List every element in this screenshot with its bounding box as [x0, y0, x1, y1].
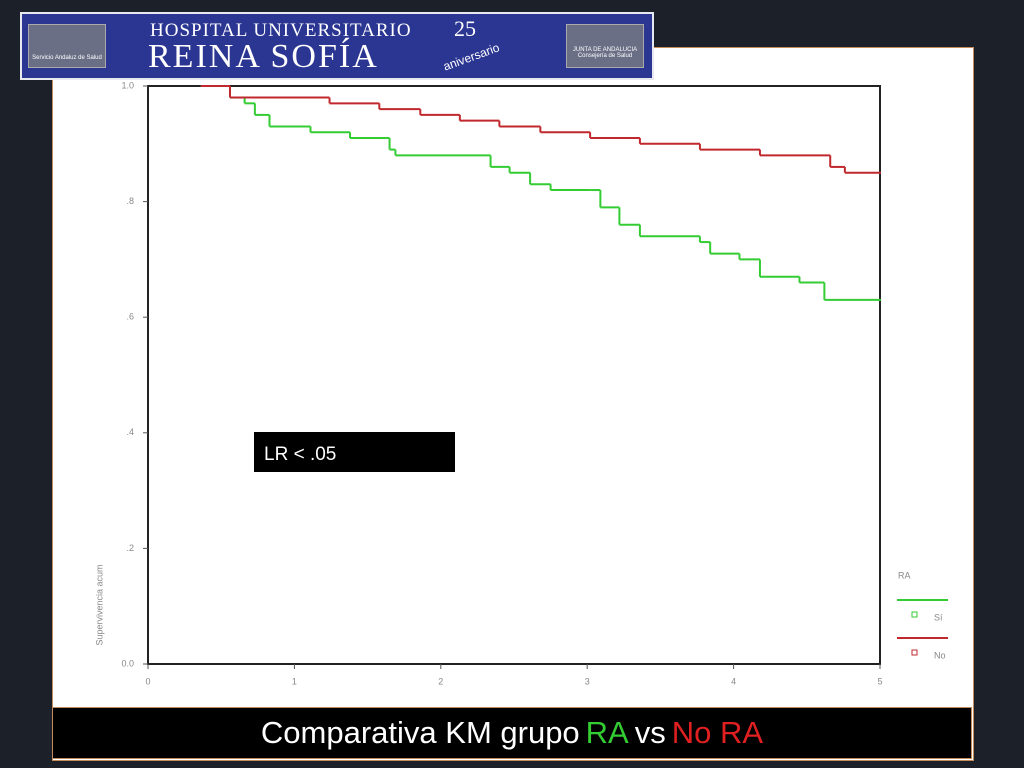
right-logo-top: JUNTA DE ANDALUCIA	[572, 47, 638, 53]
chart-panel	[52, 47, 974, 761]
header-line2: REINA SOFÍA	[148, 38, 379, 75]
badge-text: aniversario	[441, 40, 502, 74]
right-logo: JUNTA DE ANDALUCIA Consejería de Salud	[566, 24, 644, 68]
title-part: vs	[634, 715, 666, 750]
plot-frame	[147, 85, 881, 665]
legend-label: No	[934, 650, 946, 660]
x-tick-label: 5	[877, 676, 882, 686]
y-tick-label: .8	[126, 196, 134, 206]
y-tick-label: 1.0	[121, 80, 134, 90]
legend-title: RA	[898, 570, 911, 580]
left-logo: Servicio Andaluz de Salud	[28, 24, 106, 68]
annotation: LR < .05	[264, 444, 336, 465]
x-tick-label: 2	[438, 676, 443, 686]
x-tick-label: 1	[292, 676, 297, 686]
y-axis-title: Supervivencia acum	[94, 564, 104, 645]
x-tick-label: 4	[731, 676, 736, 686]
title-part: RA	[585, 715, 629, 750]
badge-number: 25	[454, 16, 476, 41]
y-tick-label: .2	[126, 543, 134, 553]
slide-title: Comparativa KM grupo RA vs No RA	[52, 707, 972, 759]
header-banner: Servicio Andaluz de Salud HOSPITAL UNIVE…	[20, 12, 654, 80]
x-tick-label: 0	[145, 676, 150, 686]
header-line1: HOSPITAL UNIVERSITARIO	[150, 20, 412, 41]
title-part: No RA	[671, 715, 764, 750]
x-tick-label: 3	[585, 676, 590, 686]
legend-marker	[911, 611, 918, 618]
y-tick-label: 0.0	[121, 658, 134, 668]
legend-marker	[911, 649, 918, 656]
legend-label: Sí	[934, 612, 943, 622]
y-tick-label: .4	[126, 427, 134, 437]
right-logo-bottom: Consejería de Salud	[577, 53, 633, 59]
title-part: Comparativa KM grupo	[260, 715, 580, 750]
y-tick-label: .6	[126, 312, 134, 322]
annotation-box	[254, 432, 455, 472]
